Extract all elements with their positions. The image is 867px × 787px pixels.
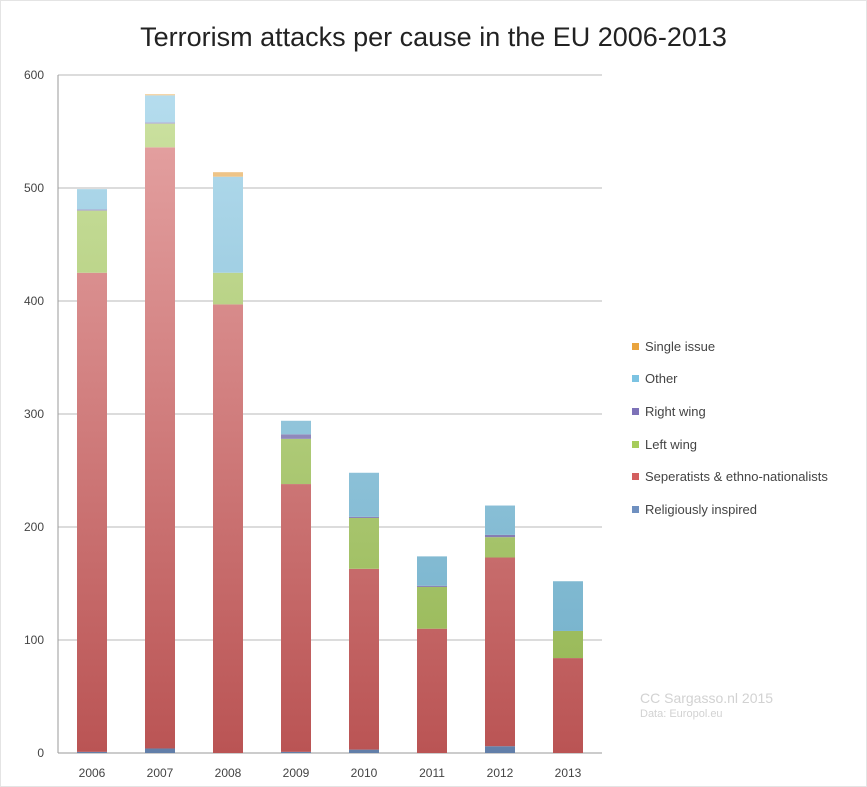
credit-line: CC Sargasso.nl 2015 <box>640 690 774 706</box>
bar-segment <box>553 581 583 631</box>
legend-swatch <box>632 407 639 415</box>
bar-segment <box>145 122 175 124</box>
bar-segment <box>281 751 311 753</box>
legend-item: Seperatists & ethno-nationalists <box>632 460 828 493</box>
x-tick-label: 2013 <box>555 766 582 780</box>
bar-segment <box>281 438 311 485</box>
legend-swatch <box>632 342 639 350</box>
legend-swatch <box>632 473 639 481</box>
bar-segment <box>145 95 175 123</box>
bar-segment <box>553 658 583 753</box>
bar-segment <box>281 484 311 752</box>
bar-segment <box>349 472 379 517</box>
legend-label: Single issue <box>645 338 716 354</box>
bar-segment <box>281 434 311 439</box>
legend-label: Left wing <box>645 436 698 452</box>
bar-segment <box>349 516 379 518</box>
legend-item: Single issue <box>632 330 828 363</box>
legend-label: Other <box>645 371 678 387</box>
y-tick-label: 500 <box>24 181 44 195</box>
bar-segment <box>485 505 515 535</box>
bar-segment <box>77 751 107 753</box>
bar-segment <box>145 748 175 753</box>
x-tick-label: 2010 <box>351 766 378 780</box>
legend-label: Right wing <box>645 403 706 419</box>
bar-segment <box>213 176 243 273</box>
bar-segment <box>349 749 379 753</box>
legend-item: Other <box>632 363 828 396</box>
legend-item: Right wing <box>632 395 828 428</box>
bar-segment <box>485 746 515 753</box>
bar-segment <box>281 420 311 435</box>
x-tick-label: 2006 <box>79 766 106 780</box>
chart-legend: Single issue Other Right wing Left wing Sepe… <box>632 330 828 526</box>
bar-segment <box>417 628 447 753</box>
y-tick-label: 400 <box>24 294 44 308</box>
bar-segment <box>77 210 107 273</box>
bar-segment <box>145 123 175 148</box>
bar-segment <box>485 537 515 558</box>
y-tick-label: 200 <box>24 520 44 534</box>
legend-item: Religiously inspired <box>632 493 828 526</box>
bar-segment <box>213 304 243 753</box>
bar-segment <box>145 94 175 96</box>
bar-segment <box>417 586 447 629</box>
x-tick-label: 2012 <box>487 766 514 780</box>
y-tick-label: 100 <box>24 633 44 647</box>
bar-segment <box>213 172 243 177</box>
bar-segment <box>145 147 175 749</box>
bar-segment <box>77 272 107 752</box>
bar-segment <box>349 517 379 569</box>
x-tick-label: 2008 <box>215 766 242 780</box>
legend-label: Religiously inspired <box>645 501 757 517</box>
data-source-line: Data: Europol.eu <box>640 708 723 720</box>
bar-segment <box>349 568 379 750</box>
bar-segment <box>485 534 515 538</box>
x-tick-label: 2009 <box>283 766 310 780</box>
legend-swatch <box>632 440 639 448</box>
x-tick-label: 2007 <box>147 766 174 780</box>
legend-swatch <box>632 505 639 513</box>
y-tick-label: 0 <box>37 746 44 760</box>
chart-title: Terrorism attacks per cause in the EU 20… <box>140 22 727 52</box>
bar-segment <box>553 630 583 659</box>
y-tick-label: 600 <box>24 68 44 82</box>
bar-segment <box>417 556 447 586</box>
credit-watermark: CC Sargasso.nl 2015 Data: Europol.eu <box>640 690 773 720</box>
legend-item: Left wing <box>632 428 828 461</box>
legend-swatch <box>632 375 639 383</box>
x-tick-label: 2011 <box>419 766 445 780</box>
bar-segment <box>485 557 515 747</box>
bar-segment <box>77 189 107 210</box>
y-tick-label: 300 <box>24 407 44 421</box>
bar-segment <box>77 209 107 211</box>
legend-label: Seperatists & ethno-nationalists <box>645 469 828 485</box>
bar-segment <box>417 585 447 587</box>
bar-segment <box>213 272 243 305</box>
